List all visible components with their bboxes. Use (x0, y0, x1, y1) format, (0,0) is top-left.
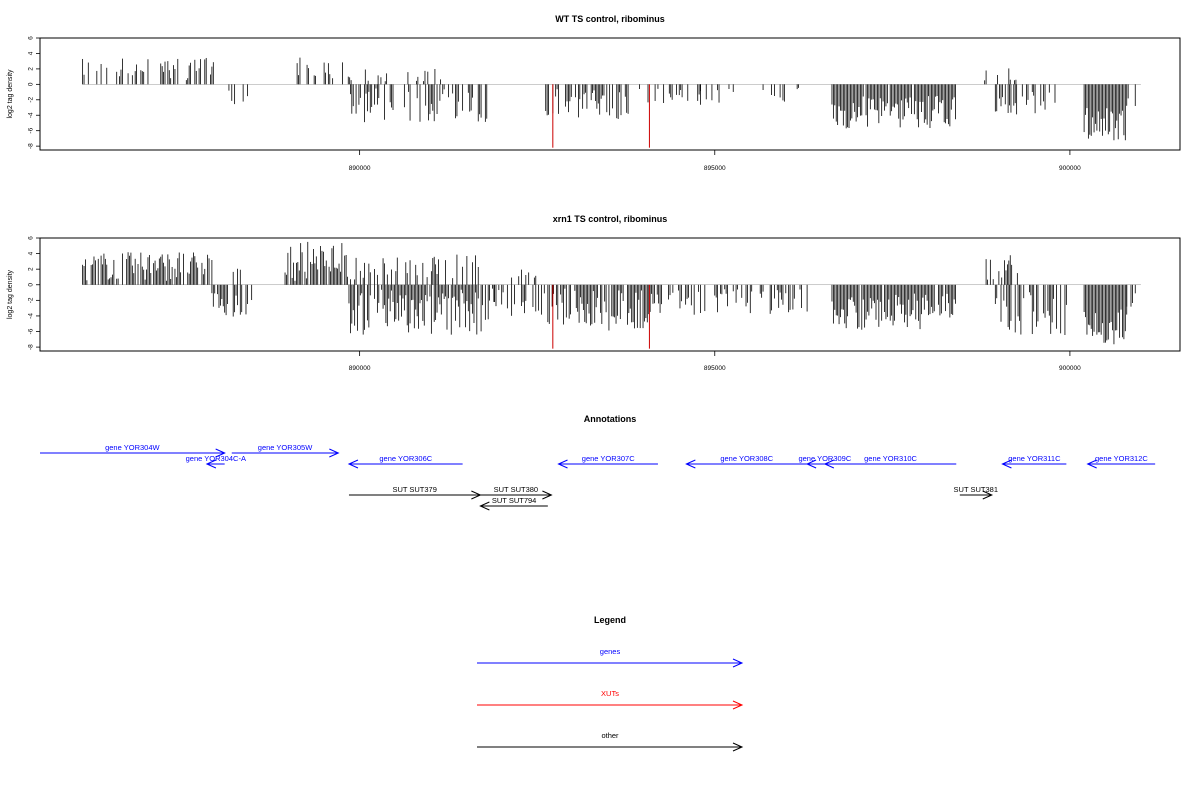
panel-title: xrn1 TS control, ribominus (553, 214, 668, 224)
arrow-head (1086, 459, 1097, 469)
y-tick-label: -6 (28, 127, 35, 133)
x-tick-label: 890000 (349, 165, 371, 172)
y-tick-label: -2 (28, 297, 35, 303)
feature-label: SUT SUT379 (392, 485, 436, 494)
arrow-head (215, 448, 226, 458)
legend-item-label: other (601, 731, 619, 740)
legend-arrow-head (732, 700, 744, 710)
arrow-head (982, 490, 994, 500)
arrow-head (1001, 459, 1012, 469)
wt-density-panel: WT TS control, ribominus 6 4 2 0 -2 -4 -6 -8 log2… (7, 14, 1181, 172)
arrow-head (823, 459, 835, 469)
feature-label: SUT SUT794 (492, 496, 536, 505)
feature-label: gene YOR305W (258, 443, 313, 452)
x-tick-label: 895000 (704, 365, 726, 372)
y-tick-label: -6 (28, 328, 35, 334)
feature-label: gene YOR312C (1095, 454, 1148, 463)
arrow-head (205, 459, 217, 469)
legend-title: Legend (594, 615, 626, 625)
legend-arrow-head (732, 658, 744, 668)
arrow-head (329, 448, 340, 458)
feature-label: gene YOR306C (379, 454, 432, 463)
annotations-panel: Annotations gene YOR304W gene YOR305W gene … (40, 414, 1156, 511)
arrow-head (805, 459, 817, 469)
legend-panel: Legend genes XUTs other (477, 615, 744, 752)
arrow-head (542, 490, 553, 500)
arrow-head (557, 459, 568, 469)
y-tick-label: 2 (28, 67, 35, 71)
legend-item-label: genes (600, 647, 621, 656)
y-tick-label: 2 (28, 267, 35, 271)
legend-arrow-head (732, 742, 744, 752)
y-tick-label: 0 (28, 82, 35, 86)
y-tick-label: 4 (28, 251, 35, 255)
y-tick-label: 6 (28, 36, 35, 40)
feature-label: SUT SUT381 (954, 485, 998, 494)
legend-item-label: XUTs (601, 689, 619, 698)
feature-label: gene YOR309C (798, 454, 851, 463)
arrow-head (685, 459, 696, 469)
x-tick-label: 890000 (349, 365, 371, 372)
x-tick-label: 900000 (1059, 365, 1081, 372)
feature-label: SUT SUT380 (494, 485, 538, 494)
xrn1-density-panel: xrn1 TS control, ribominus 6 4 2 0 -2 -4 -6 -8 lo… (7, 214, 1181, 372)
y-tick-label: -4 (28, 112, 35, 118)
feature-label: gene YOR311C (1008, 454, 1061, 463)
y-tick-label: -4 (28, 313, 35, 319)
y-axis-label: log2 tag density (7, 69, 14, 119)
feature-label: gene YOR307C (582, 454, 635, 463)
panel-title: WT TS control, ribominus (555, 14, 665, 24)
feature-label: gene YOR308C (720, 454, 773, 463)
arrow-head (347, 459, 359, 469)
y-tick-label: 0 (28, 283, 35, 287)
x-tick-label: 895000 (704, 165, 726, 172)
feature-label: gene YOR304W (105, 443, 160, 452)
y-tick-label: 4 (28, 51, 35, 55)
y-tick-label: -8 (28, 344, 35, 350)
annotations-title: Annotations (584, 414, 637, 424)
y-tick-label: 6 (28, 236, 35, 240)
y-tick-label: -8 (28, 143, 35, 149)
y-axis-label: log2 tag density (7, 269, 14, 319)
plot-frame (39, 37, 1181, 151)
y-tick-label: -2 (28, 97, 35, 103)
feature-label: gene YOR310C (864, 454, 917, 463)
arrow-head (479, 501, 490, 511)
x-tick-label: 900000 (1059, 165, 1081, 172)
plot-frame (39, 237, 1181, 352)
feature-label: gene YOR304C-A (186, 454, 246, 463)
